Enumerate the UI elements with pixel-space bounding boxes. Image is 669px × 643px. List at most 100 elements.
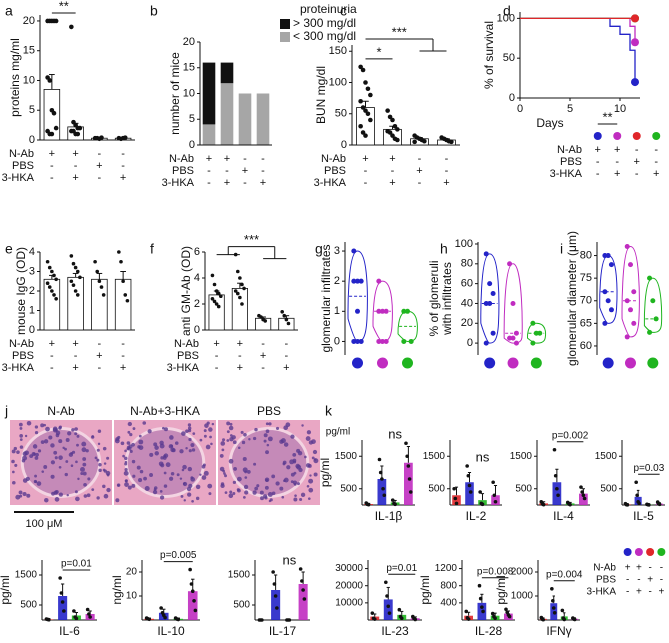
nucleus (308, 487, 314, 493)
bar (114, 278, 132, 331)
data-point (628, 307, 633, 313)
legend-swatch (280, 19, 290, 29)
significance-label: *** (392, 24, 407, 39)
condition-sign: - (207, 177, 211, 189)
data-point (121, 279, 125, 284)
nucleus (240, 430, 244, 434)
data-point (401, 308, 407, 314)
condition-sign: - (261, 165, 265, 177)
nucleus (19, 434, 23, 438)
nucleus (74, 432, 78, 436)
y-tick-label: 0 (334, 335, 340, 347)
data-point (71, 283, 76, 287)
bar-segment (202, 124, 216, 145)
condition-sign: - (418, 153, 422, 165)
data-point (93, 259, 97, 264)
nucleus (307, 464, 312, 468)
data-point (480, 502, 485, 507)
data-point (483, 300, 489, 306)
data-point (75, 131, 81, 137)
y-tick-label: 20 (23, 15, 35, 27)
data-point (605, 253, 611, 259)
data-point (624, 334, 630, 340)
data-point (210, 297, 215, 301)
nucleus (308, 478, 314, 484)
nucleus (296, 448, 301, 453)
data-point (360, 67, 366, 73)
nucleus (159, 443, 165, 449)
y-tick-label: 10 (23, 74, 35, 86)
nucleus (18, 422, 23, 427)
y-axis-label: % of glomeruli (427, 260, 441, 336)
condition-sign: + (72, 148, 78, 160)
data-point (355, 338, 360, 344)
condition-label: 3-HKA (162, 177, 195, 189)
nucleus (242, 467, 248, 473)
condition-label: N-Ab (9, 338, 34, 350)
data-point (393, 502, 397, 507)
y-axis-label: % of survival (482, 21, 496, 89)
data-point (212, 299, 217, 304)
panel-letter: g (315, 241, 323, 257)
data-point (54, 297, 58, 301)
y-tick-label: 150 (329, 45, 347, 57)
nucleus (290, 434, 295, 439)
condition-sign: - (445, 165, 449, 177)
y-tick-label: 1500 (423, 451, 446, 462)
nucleus (237, 446, 241, 450)
nucleus (124, 482, 129, 487)
data-point (147, 617, 152, 622)
legend-dot (646, 548, 655, 556)
nucleus (203, 434, 207, 438)
data-point (653, 316, 659, 322)
data-point (119, 259, 123, 264)
nucleus (169, 476, 174, 481)
nucleus (22, 491, 27, 497)
nucleus (65, 438, 70, 442)
y-tick-label: 4 (29, 246, 35, 258)
nucleus (205, 444, 211, 450)
data-point (188, 567, 192, 572)
data-point (368, 117, 373, 123)
data-point (45, 259, 50, 264)
nucleus (124, 449, 127, 453)
y-tick-label: 3 (29, 265, 35, 277)
x-axis-label: IL-17 (269, 624, 297, 638)
data-point (507, 261, 513, 267)
nucleus (21, 459, 26, 463)
nucleus (292, 452, 297, 457)
nucleus (244, 490, 249, 495)
nucleus (301, 424, 304, 427)
nucleus (192, 432, 196, 435)
end-point (631, 78, 639, 87)
data-point (47, 78, 53, 83)
nucleus (80, 471, 84, 476)
nucleus (123, 470, 129, 476)
condition-sign: - (626, 587, 629, 598)
condition-sign: - (261, 362, 265, 374)
nucleus (312, 449, 318, 455)
data-point (273, 594, 278, 598)
nucleus (34, 425, 39, 429)
condition-label: 3-HKA (2, 172, 35, 184)
data-point (533, 330, 539, 336)
data-point (286, 321, 291, 326)
nucleus (124, 462, 128, 466)
nucleus (229, 422, 233, 426)
scale-label: 100 μM (26, 518, 63, 530)
nucleus (285, 422, 291, 428)
data-point (45, 281, 50, 286)
data-point (358, 64, 363, 70)
nucleus (236, 476, 242, 482)
survival-line (520, 17, 636, 83)
nucleus (237, 488, 241, 493)
condition-sign: + (647, 575, 653, 586)
nucleus (127, 485, 132, 490)
data-point (647, 275, 653, 281)
nucleus (149, 452, 154, 457)
data-point (513, 340, 519, 346)
data-point (163, 615, 167, 620)
nucleus (70, 464, 74, 467)
condition-label: 3-HKA (167, 362, 200, 374)
